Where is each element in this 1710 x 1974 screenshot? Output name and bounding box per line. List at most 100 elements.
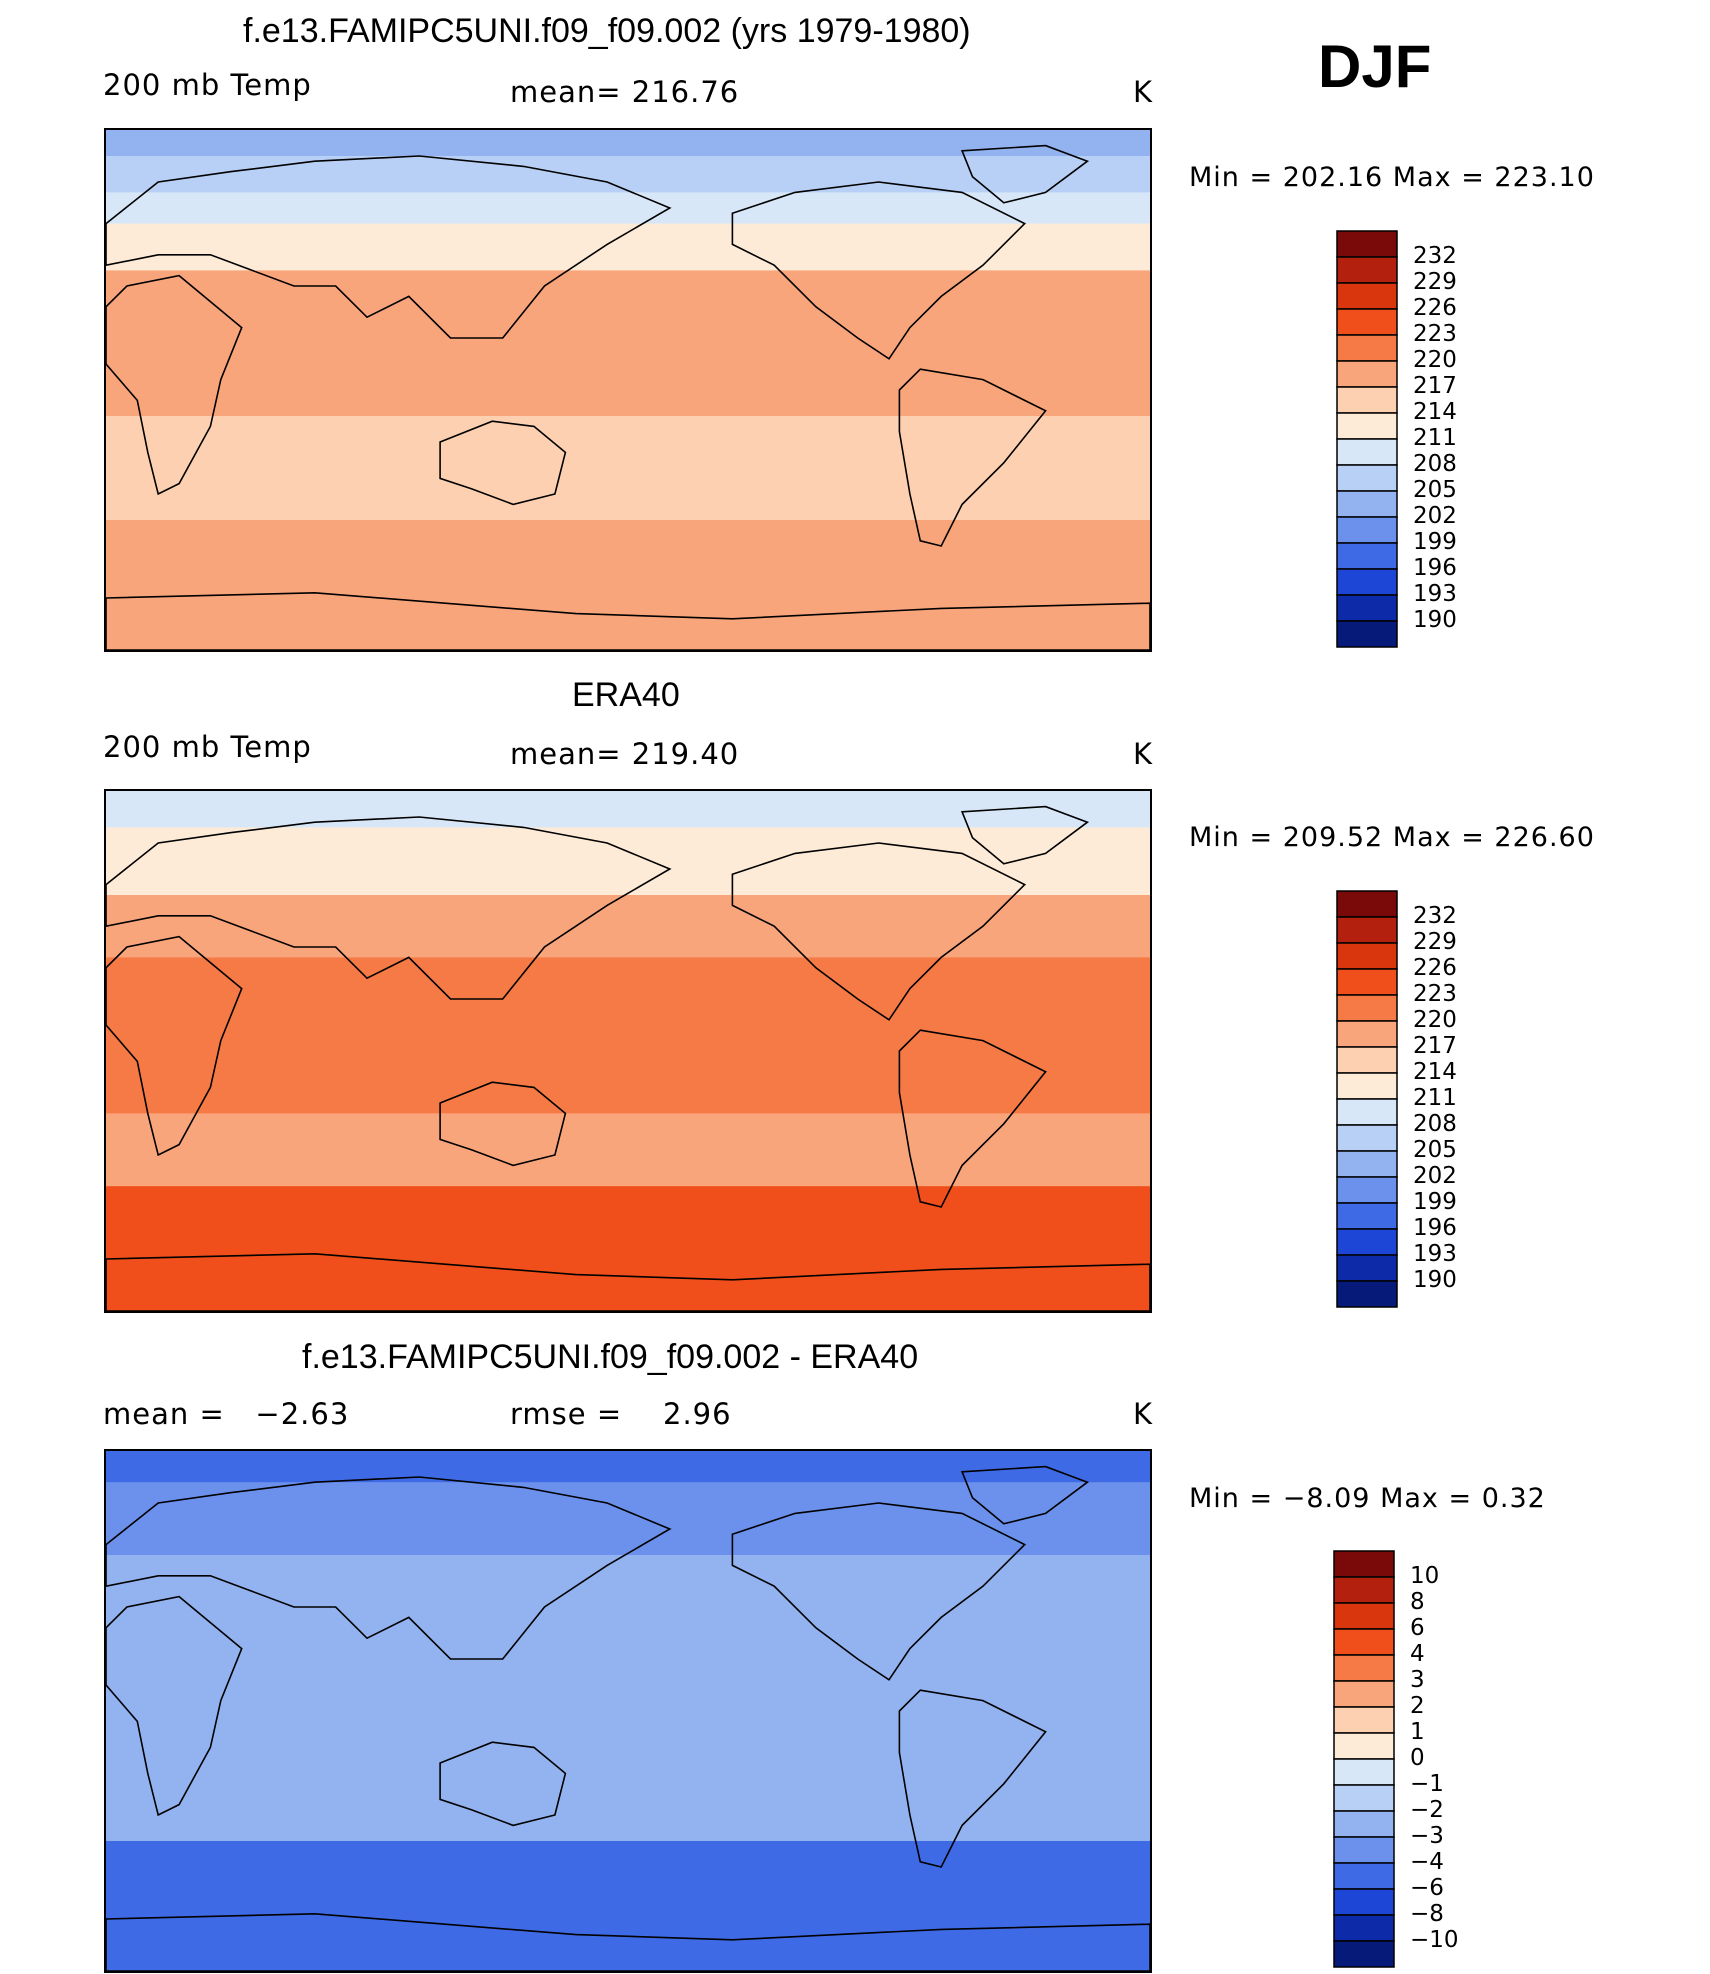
colorbar-tick-label: 214 [1413,1059,1457,1085]
contour-band [106,556,1150,650]
panel-2-field-label: 200 mb Temp [103,730,312,764]
colorbar-box [1333,1628,1395,1656]
contour-band [106,1482,1150,1556]
map-svg [106,1451,1150,1971]
panel-2-minmax: Min = 209.52 Max = 226.60 [1189,822,1595,853]
panel-2-max-value: 226.60 [1494,822,1595,853]
colorbar-tick-label: 226 [1413,955,1457,981]
colorbar-box [1336,1280,1398,1308]
colorbar-tick-label: −6 [1410,1875,1444,1901]
colorbar-box [1336,412,1398,440]
colorbar-box [1333,1758,1395,1786]
colorbar-box [1333,1654,1395,1682]
colorbar-box [1336,542,1398,570]
colorbar-box [1336,334,1398,362]
contour-band [106,791,1150,829]
colorbar-tick-label: 217 [1413,1033,1457,1059]
colorbar-box [1336,594,1398,622]
colorbar-svg [1333,1550,1395,1968]
colorbar-box [1333,1706,1395,1734]
colorbar-box [1333,1836,1395,1864]
colorbar-box [1336,1254,1398,1282]
panel-3-title: f.e13.FAMIPC5UNI.f09_f09.002 - ERA40 [302,1338,919,1376]
contour-band [106,520,1150,558]
colorbar-box [1333,1810,1395,1838]
panel-3-minmax: Min = −8.09 Max = 0.32 [1189,1483,1546,1514]
contour-band [106,1633,1150,1764]
panel-2-map [104,789,1152,1313]
colorbar-tick-label: 229 [1413,929,1457,955]
colorbar-box [1336,1072,1398,1100]
panel-3-rmse-value: 2.96 [663,1397,732,1431]
colorbar-tick-label: 2 [1410,1693,1425,1719]
panel-1-mean-value: 216.76 [631,75,740,109]
colorbar-tick-label: 190 [1413,607,1457,633]
panel-3-rmse-label: rmse = [510,1397,623,1431]
colorbar-box [1336,620,1398,648]
contour-band [106,957,1150,1115]
panel-3-min-label: Min = [1189,1483,1274,1514]
colorbar-tick-label: 193 [1413,1241,1457,1267]
colorbar-tick-label: 208 [1413,451,1457,477]
colorbar-box [1333,1732,1395,1760]
panel-2-mean-label: mean= [510,737,622,771]
colorbar-tick-label: 0 [1410,1745,1425,1771]
panel-2-units: K [1133,737,1154,771]
colorbar-box [1336,1020,1398,1048]
colorbar-tick-label: −8 [1410,1901,1444,1927]
panel-2-title: ERA40 [572,676,680,714]
colorbar-box [1333,1602,1395,1630]
contour-band [106,1841,1150,1894]
colorbar-tick-label: −10 [1410,1927,1459,1953]
panel-1-title: f.e13.FAMIPC5UNI.f09_f09.002 (yrs 1979-1… [243,12,971,50]
contour-band [106,827,1150,896]
panel-1-mean-label: mean= [510,75,622,109]
colorbar-tick-label: 208 [1413,1111,1457,1137]
colorbar-box [1336,490,1398,518]
panel-1-colorbar: 232 229 226 223 220 217 214 211 208 205 202 199 196 1… [1335,229,1457,654]
colorbar-tick-label: 211 [1413,1085,1457,1111]
colorbar-tick-label: 4 [1410,1641,1425,1667]
colorbar-box [1336,438,1398,466]
contour-band [106,192,1150,225]
colorbar-tick-label: 214 [1413,399,1457,425]
contour-band [106,1555,1150,1634]
colorbar-tick-label: 196 [1413,1215,1457,1241]
panel-2-min-value: 209.52 [1282,822,1384,853]
panel-1-min-value: 202.16 [1282,162,1384,193]
panel-3-mean-label: mean = [103,1397,225,1431]
panel-1-max-value: 223.10 [1494,162,1595,193]
colorbar-tick-label: −1 [1410,1771,1444,1797]
panel-2-min-label: Min = [1189,822,1274,853]
colorbar-box [1333,1784,1395,1812]
colorbar-tick-label: 202 [1413,503,1457,529]
colorbar-tick-label: 226 [1413,295,1457,321]
panel-1-units: K [1133,75,1154,109]
colorbar-box [1333,1680,1395,1708]
panel-1-field-label: 200 mb Temp [103,68,312,102]
colorbar-tick-label: 199 [1413,1189,1457,1215]
coastline [106,144,1150,650]
panel-3-units: K [1133,1397,1154,1431]
colorbar-tick-label: 232 [1413,903,1457,929]
panel-2-colorbar: 232 229 226 223 220 217 214 211 208 205 202 199 196 1… [1335,889,1457,1314]
contour-band [106,270,1150,417]
colorbar-svg [1336,230,1398,648]
panel-1-map [104,128,1152,652]
panel-3-mean-value: −2.63 [255,1397,350,1431]
colorbar-tick-label: 205 [1413,477,1457,503]
colorbar-box [1333,1862,1395,1890]
colorbar-box [1336,1202,1398,1230]
colorbar-tick-label: 6 [1410,1615,1425,1641]
colorbar-box [1336,464,1398,492]
colorbar-box [1336,360,1398,388]
colorbar-tick-label: 211 [1413,425,1457,451]
colorbar-tick-label: 190 [1413,1267,1457,1293]
colorbar-tick-label: −2 [1410,1797,1444,1823]
colorbar-box [1336,1150,1398,1178]
panel-1-min-label: Min = [1189,162,1274,193]
colorbar-box [1336,568,1398,596]
colorbar-tick-label: 1 [1410,1719,1425,1745]
panel-3-min-value: −8.09 [1282,1483,1371,1514]
panel-3-max-value: 0.32 [1481,1483,1546,1514]
